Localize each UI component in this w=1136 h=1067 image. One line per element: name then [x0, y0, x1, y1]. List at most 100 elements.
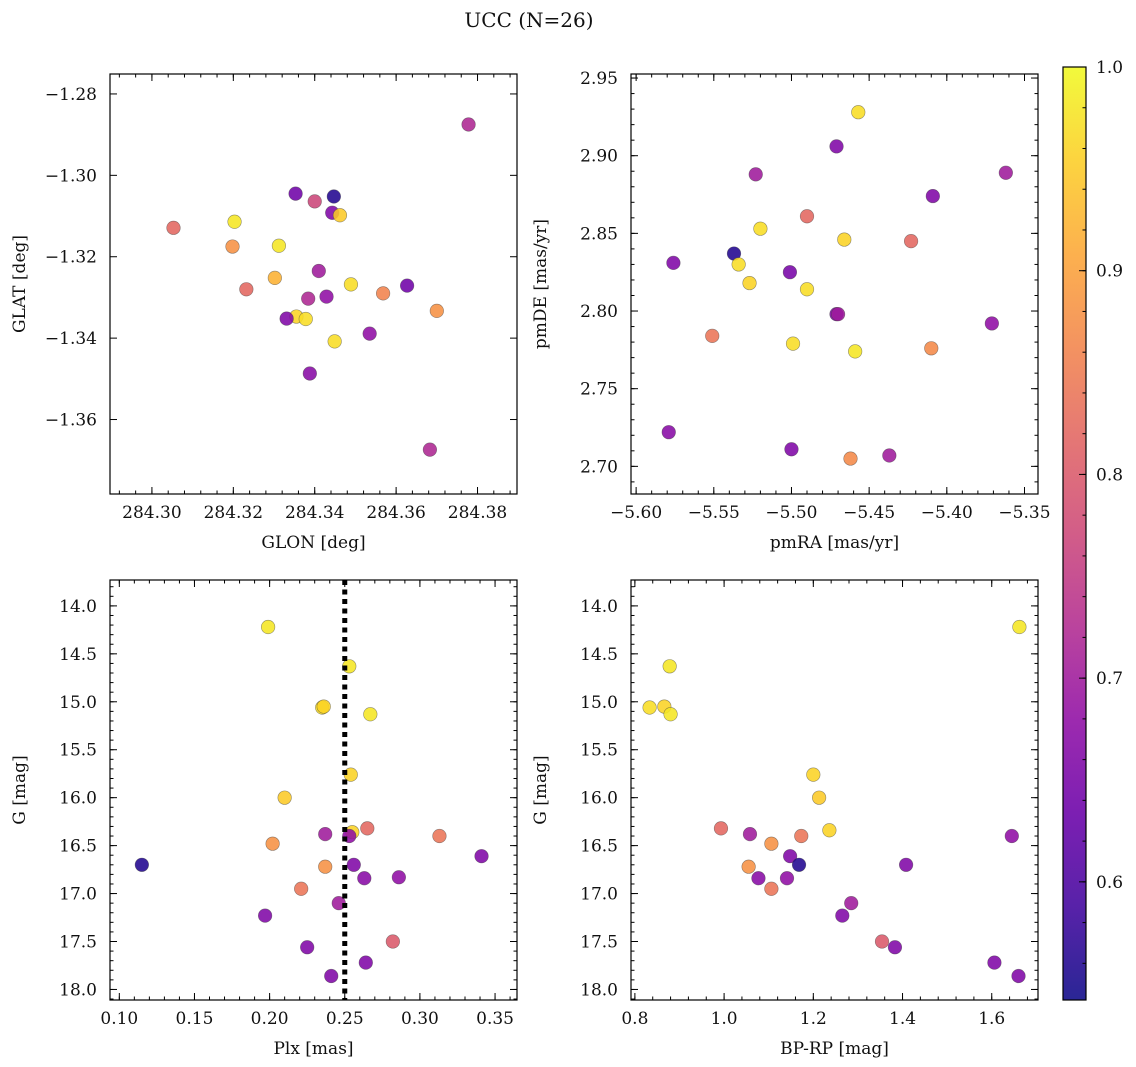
y-tick-label: 18.0 — [580, 980, 618, 1000]
scatter-point — [429, 303, 444, 318]
scatter-point — [794, 828, 809, 844]
y-axis-label: GLAT [deg] — [10, 235, 30, 333]
scatter-point — [785, 336, 801, 351]
scatter-point — [1011, 968, 1026, 984]
y-tick-label: 2.85 — [580, 224, 618, 244]
x-tick-label: 0.30 — [401, 1009, 439, 1029]
scatter-point — [307, 194, 322, 209]
scatter-point — [327, 334, 342, 349]
scatter-point — [764, 836, 779, 851]
scatter-point — [400, 278, 415, 293]
scatter-point — [783, 849, 798, 864]
plot-area — [110, 580, 517, 1000]
y-tick-label: 16.5 — [580, 837, 618, 857]
scatter-point — [848, 344, 863, 359]
scatter-point — [265, 836, 280, 851]
x-tick-label: 1.2 — [800, 1009, 827, 1029]
scatter-point — [227, 214, 242, 229]
scatter-point — [663, 707, 678, 722]
y-tick-label: −1.30 — [45, 166, 97, 186]
x-tick-label: 0.25 — [326, 1009, 364, 1029]
y-tick-label: 17.0 — [59, 885, 97, 905]
scatter-point — [294, 881, 309, 896]
scatter-point — [742, 827, 758, 842]
scatter-point — [279, 311, 294, 326]
scatter-point — [324, 968, 339, 984]
scatter-point — [782, 265, 798, 280]
x-tick-label: −5.40 — [921, 503, 973, 523]
y-tick-label: 16.0 — [580, 789, 618, 809]
y-tick-label: 14.0 — [580, 597, 618, 617]
x-tick-label: 284.34 — [285, 503, 344, 523]
y-tick-label: −1.34 — [45, 329, 97, 349]
scatter-point — [267, 270, 282, 285]
scatter-point — [1004, 828, 1019, 844]
y-tick-label: 2.80 — [580, 302, 618, 322]
x-tick-label: 0.10 — [100, 1009, 138, 1029]
subplot-2: −5.60 −5.55 −5.50 −5.45 −5.40 −5.35 2.70 2.75 2.… — [531, 69, 1051, 553]
scatter-point — [432, 828, 447, 844]
x-axis-label: Plx [mas] — [273, 1039, 353, 1059]
scatter-point — [318, 859, 333, 874]
scatter-point — [984, 316, 999, 331]
scatter-point — [326, 189, 341, 204]
axes-frame — [630, 579, 1039, 1001]
y-tick-label: 15.0 — [59, 693, 97, 713]
scatter-point — [812, 790, 827, 805]
x-tick-label: −5.35 — [998, 503, 1050, 523]
x-tick-label: 0.8 — [621, 1009, 648, 1029]
scatter-point — [362, 326, 377, 341]
y-tick-label: 15.0 — [580, 693, 618, 713]
scatter-point — [302, 366, 317, 381]
scatter-point — [422, 442, 438, 457]
plot-area — [110, 74, 517, 494]
scatter-point — [277, 790, 292, 805]
subplot-3: 0.10 0.15 0.20 0.25 0.30 0.35 14.0 14.5 15.0 15.5… — [10, 579, 518, 1059]
scatter-point — [271, 238, 287, 253]
x-tick-label: −5.45 — [843, 503, 895, 523]
subplot-1: 284.30 284.32 284.34 284.36 284.38 −1.28 −1.30… — [10, 73, 518, 553]
x-tick-label: 1.0 — [711, 1009, 738, 1029]
y-tick-label: 2.90 — [580, 147, 618, 167]
x-tick-label: 0.35 — [476, 1009, 514, 1029]
scatter-point — [998, 165, 1013, 180]
y-tick-label: 17.5 — [580, 933, 618, 953]
scatter-point — [661, 425, 676, 440]
scatter-point — [741, 859, 756, 874]
scatter-point — [925, 188, 940, 204]
colorbar-tick-label: 0.7 — [1096, 669, 1123, 689]
x-tick-label: 1.6 — [978, 1009, 1005, 1029]
scatter-point — [748, 167, 763, 182]
colorbar-tick-label: 0.8 — [1096, 465, 1123, 485]
plot-area — [631, 580, 1038, 1000]
y-tick-label: −1.32 — [45, 248, 97, 268]
x-tick-label: −5.60 — [610, 503, 662, 523]
axes-frame — [630, 73, 1039, 495]
scatter-point — [835, 908, 850, 923]
scatter-point — [751, 871, 766, 886]
colorbar: 0.6 0.7 0.8 0.9 1.0 — [1062, 58, 1123, 1001]
scatter-point — [830, 307, 846, 322]
x-tick-label: 0.20 — [251, 1009, 289, 1029]
scatter-point — [318, 827, 333, 842]
axes-frame — [109, 579, 518, 1001]
y-tick-label: 18.0 — [59, 980, 97, 1000]
scatter-point — [924, 341, 939, 356]
scatter-point — [851, 105, 866, 120]
scatter-point — [898, 857, 914, 872]
scatter-point — [705, 328, 720, 343]
y-tick-label: 14.5 — [59, 645, 97, 665]
scatter-point — [288, 186, 303, 201]
scatter-point — [332, 208, 348, 223]
scatter-point — [742, 275, 757, 291]
scatter-point — [882, 448, 897, 463]
scatter-point — [316, 699, 331, 714]
figure-title: UCC (N=26) — [464, 8, 593, 32]
x-axis-label: GLON [deg] — [261, 533, 365, 553]
x-tick-label: 0.15 — [176, 1009, 214, 1029]
y-tick-label: 14.0 — [59, 597, 97, 617]
colorbar-tick-label: 0.6 — [1096, 873, 1123, 893]
colorbar-tick-label: 1.0 — [1096, 58, 1123, 78]
x-tick-label: −5.55 — [688, 503, 740, 523]
scatter-point — [300, 940, 315, 955]
